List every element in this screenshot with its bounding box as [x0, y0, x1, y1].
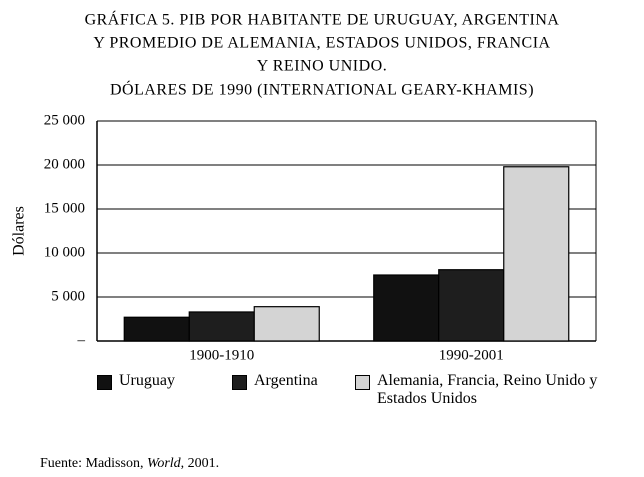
bar	[373, 274, 440, 342]
y-tick-label: –	[77, 332, 86, 348]
legend-item: Argentina	[232, 372, 318, 390]
y-tick-label: 5 000	[51, 288, 85, 304]
bar	[123, 316, 190, 342]
legend-swatch	[355, 375, 370, 390]
chart-title: Y PROMEDIO DE ALEMANIA, ESTADOS UNIDOS, …	[93, 35, 550, 52]
chart-title: GRÁFICA 5. PIB POR HABITANTE DE URUGUAY,…	[85, 10, 560, 29]
chart-title: Y REINO UNIDO.	[257, 58, 387, 75]
source-part: World	[147, 456, 182, 471]
y-tick-label: 25 000	[44, 112, 85, 128]
y-axis-label: Dólares	[11, 206, 28, 256]
source-part: , 2001.	[181, 456, 220, 471]
legend-swatch	[97, 375, 112, 390]
y-tick-label: 20 000	[44, 156, 85, 172]
chart-subtitle: DÓLARES DE 1990 (INTERNATIONAL GEARY-KHA…	[110, 80, 534, 99]
bar	[438, 269, 505, 342]
bar	[503, 166, 570, 342]
x-tick-label: 1900-1910	[189, 347, 254, 363]
legend-item: Alemania, Francia, Reino Unido y Estados…	[355, 372, 637, 408]
y-tick-label: 15 000	[44, 200, 85, 216]
x-tick-label: 1990-2001	[439, 347, 504, 363]
bar	[253, 306, 320, 342]
legend-label: Uruguay	[119, 372, 175, 389]
bar	[188, 311, 255, 342]
legend-label: Argentina	[254, 372, 318, 389]
legend-item: Uruguay	[97, 372, 175, 390]
source-part: Fuente: Madisson,	[40, 456, 147, 471]
source: Fuente: Madisson, World, 2001.	[40, 456, 219, 471]
y-tick-label: 10 000	[44, 244, 85, 260]
legend-swatch	[232, 375, 247, 390]
legend-label: Alemania, Francia, Reino Unido y Estados…	[377, 372, 598, 407]
